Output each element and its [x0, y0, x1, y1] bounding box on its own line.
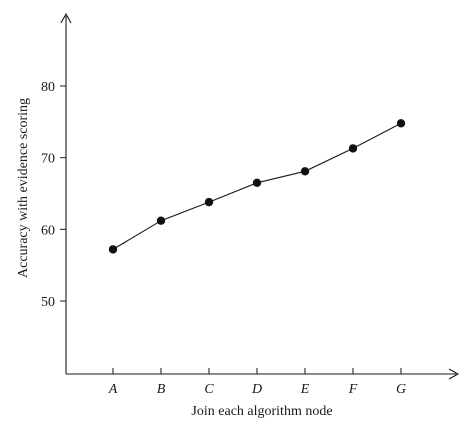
x-tick-label: F	[348, 382, 358, 397]
data-point	[204, 197, 214, 207]
data-point	[348, 144, 358, 153]
y-tick-label: 80	[41, 80, 55, 95]
x-tick-label: B	[157, 382, 166, 397]
x-tick-label: D	[251, 382, 262, 397]
x-axis-arrow	[448, 368, 460, 380]
data-point	[396, 119, 406, 128]
data-points	[108, 119, 406, 254]
x-tick-label: G	[396, 382, 406, 397]
y-ticks: 50 60 70 80	[41, 80, 66, 310]
data-point	[300, 167, 310, 176]
x-tick-label: E	[300, 382, 310, 397]
x-tick-label: A	[108, 382, 118, 397]
x-axis-label: Join each algorithm node	[191, 404, 332, 419]
y-tick-label: 50	[41, 295, 55, 310]
data-point	[108, 245, 118, 254]
y-axis-label: Accuracy with evidence scoring	[16, 98, 31, 278]
axes	[60, 12, 460, 380]
data-point	[252, 178, 262, 187]
x-ticks: A B C D E F G	[108, 368, 406, 397]
y-tick-label: 60	[41, 223, 55, 238]
x-tick-label: C	[204, 382, 214, 397]
data-point	[156, 216, 166, 225]
y-tick-label: 70	[41, 152, 55, 167]
y-axis-arrow	[60, 12, 72, 24]
